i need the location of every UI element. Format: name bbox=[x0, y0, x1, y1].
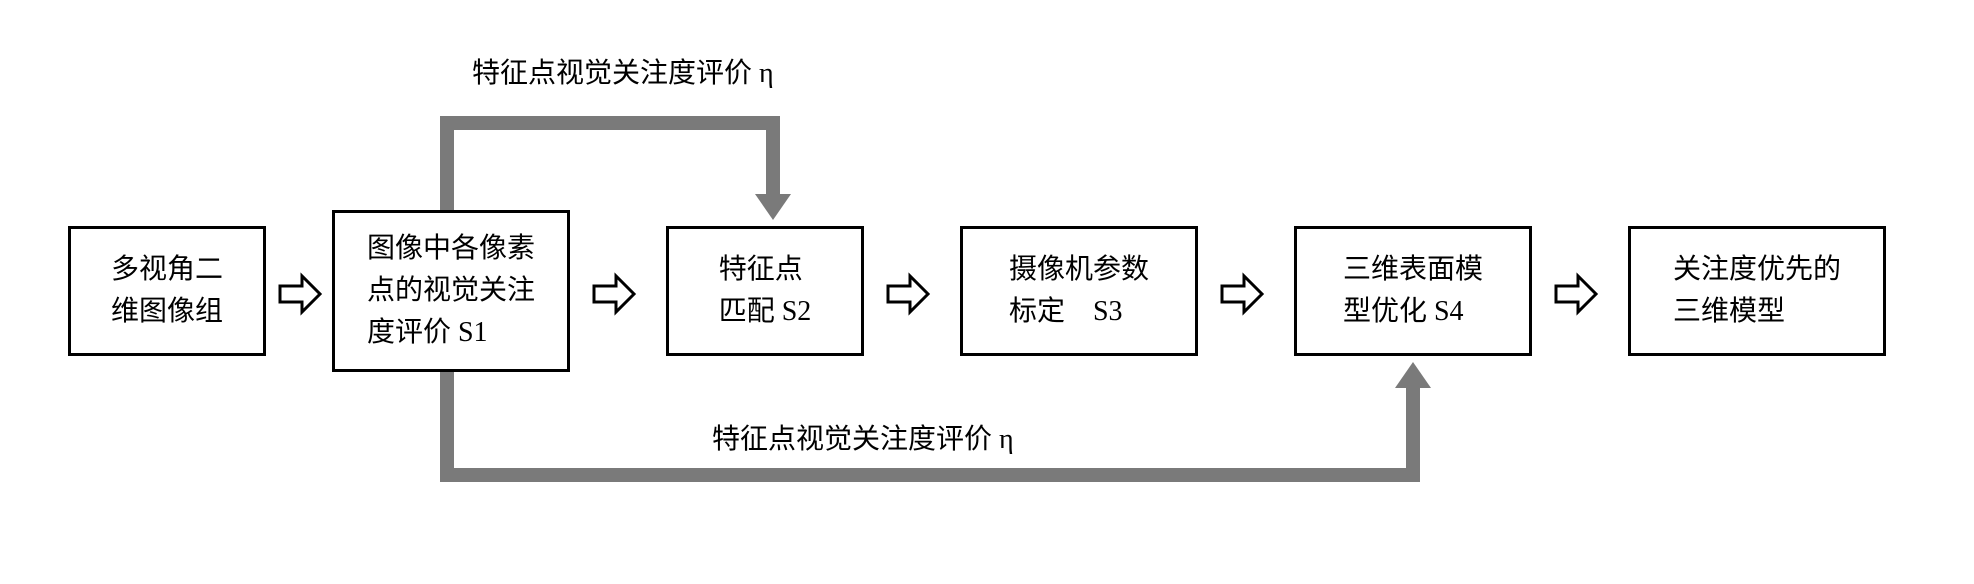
thick-arrowhead-top bbox=[755, 194, 791, 220]
flow-node-label: 摄像机参数 标定 S3 bbox=[1009, 249, 1149, 333]
thick-arrowhead-bottom bbox=[1395, 362, 1431, 388]
flow-node-label: 图像中各像素 点的视觉关注 度评价 S1 bbox=[367, 228, 535, 354]
thick-arrow-top-seg-1 bbox=[440, 116, 780, 130]
thick-arrow-bottom-seg-1 bbox=[440, 468, 1420, 482]
flow-node-n4: 三维表面模 型优化 S4 bbox=[1294, 226, 1532, 356]
flow-arrow-3 bbox=[1218, 270, 1266, 318]
flow-node-n2: 特征点 匹配 S2 bbox=[666, 226, 864, 356]
flow-node-n5: 关注度优先的 三维模型 bbox=[1628, 226, 1886, 356]
thick-arrow-bottom-seg-0 bbox=[440, 372, 454, 482]
flow-node-n0: 多视角二 维图像组 bbox=[68, 226, 266, 356]
thick-arrow-top-seg-0 bbox=[440, 116, 454, 210]
flow-node-label: 三维表面模 型优化 S4 bbox=[1343, 249, 1483, 333]
flow-node-label: 特征点 匹配 S2 bbox=[719, 249, 812, 333]
thick-arrow-top-seg-2 bbox=[766, 116, 780, 194]
thick-arrow-bottom-seg-2 bbox=[1406, 388, 1420, 482]
flow-node-label: 多视角二 维图像组 bbox=[111, 249, 223, 333]
flow-arrow-1 bbox=[590, 270, 638, 318]
flow-arrow-0 bbox=[276, 270, 324, 318]
flow-arrow-4 bbox=[1552, 270, 1600, 318]
flow-arrow-2 bbox=[884, 270, 932, 318]
flow-node-n1: 图像中各像素 点的视觉关注 度评价 S1 bbox=[332, 210, 570, 372]
flow-node-label: 关注度优先的 三维模型 bbox=[1673, 249, 1841, 333]
annotation-label-1: 特征点视觉关注度评价 η bbox=[712, 420, 1014, 459]
annotation-label-0: 特征点视觉关注度评价 η bbox=[472, 54, 774, 93]
flow-node-n3: 摄像机参数 标定 S3 bbox=[960, 226, 1198, 356]
